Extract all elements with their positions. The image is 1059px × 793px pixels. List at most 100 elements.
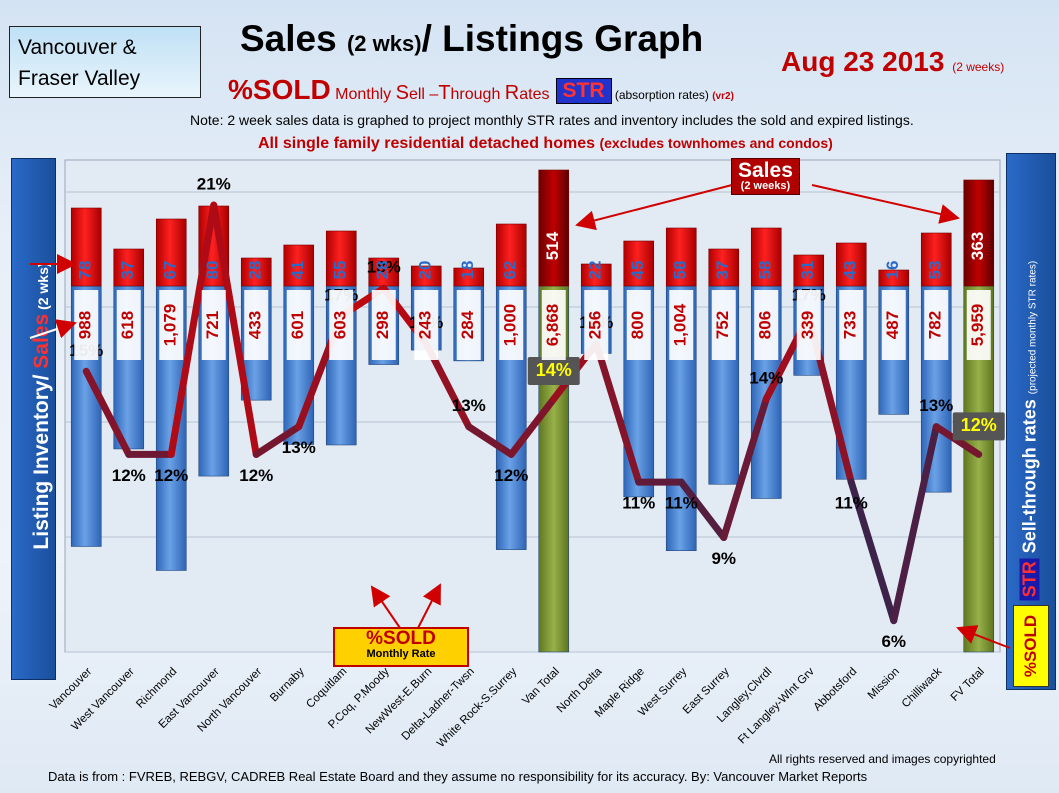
- inventory-value-label: 721: [203, 311, 222, 339]
- inventory-value-label: 487: [883, 311, 902, 339]
- subtitle-text1: Monthly: [330, 86, 396, 103]
- category-tick-label: Burnaby: [268, 665, 307, 704]
- inventory-label-bg: [584, 290, 609, 360]
- sales-bar: [750, 227, 782, 287]
- str-badge: STR: [555, 78, 612, 104]
- sales-value-label: 28: [373, 261, 392, 280]
- inventory-value-label: 601: [288, 311, 307, 339]
- sales-callout-sub: (2 weeks): [740, 180, 791, 192]
- sold-pct-label: 11%: [665, 494, 698, 513]
- sold-line-segment: [592, 340, 643, 486]
- sales-bar: [835, 242, 867, 287]
- subtitle-r: R: [504, 82, 520, 104]
- sales-bar: [793, 254, 825, 287]
- sold-line-segment: [82, 367, 133, 458]
- chart-note: Note: 2 week sales data is graphed to pr…: [190, 112, 914, 128]
- sold-pct-label: 12%: [154, 466, 188, 485]
- inventory-label-bg: [329, 290, 354, 360]
- inventory-label-bg: [116, 290, 141, 360]
- report-date: Aug 23 2013 (2 weeks): [781, 46, 1004, 78]
- category-tick-label: Coquitlam: [304, 666, 349, 711]
- inventory-value-label: 284: [458, 310, 477, 339]
- sales-value-label: 37: [713, 261, 732, 280]
- sales-value-label: 55: [331, 261, 350, 280]
- sales-bar: [113, 248, 145, 287]
- sales-value-label: 67: [161, 261, 180, 280]
- inventory-label-bg: [286, 290, 311, 360]
- inventory-value-label: 298: [373, 311, 392, 339]
- sales-bar: [240, 257, 272, 287]
- inventory-label-bg: [966, 290, 991, 360]
- sales-value-label: 41: [288, 261, 307, 280]
- sales-value-label: 80: [203, 261, 222, 280]
- sales-bar: [325, 230, 357, 287]
- inventory-value-label: 782: [926, 311, 945, 339]
- chart-subtitle: %SOLD Monthly Sell –Through Rates STR (ab…: [228, 74, 734, 106]
- sales-value-label: 28: [246, 261, 265, 280]
- sales-bar: [708, 248, 740, 287]
- inventory-label-bg: [711, 290, 736, 360]
- sold-pct-label: 12%: [112, 466, 146, 485]
- sales-callout-title: Sales: [738, 159, 793, 182]
- inventory-row-arrow: [29, 319, 77, 339]
- sold-pct-label: 11%: [622, 494, 655, 513]
- sales-value-label: 45: [628, 261, 647, 280]
- inventory-value-label: 5,959: [968, 304, 987, 347]
- inventory-value-label: 988: [76, 311, 95, 339]
- category-tick-label: Delta-Ladner-Twsn: [400, 666, 477, 743]
- sales-value-label: 514: [543, 231, 562, 260]
- sold-line-segment: [465, 423, 515, 458]
- category-tick-label: FV Total: [949, 666, 987, 704]
- inventory-label-bg: [669, 290, 694, 360]
- sold-line-segment: [847, 478, 898, 625]
- subtitle-s: S: [395, 82, 409, 104]
- sales-bar: [878, 269, 910, 287]
- category-tick-label: Richmond: [134, 666, 179, 711]
- inventory-label-bg: [371, 290, 396, 360]
- sold-callout: %SOLD Monthly Rate: [333, 627, 469, 667]
- category-tick-label: Ft Langley-Wlnt Grv: [736, 665, 817, 746]
- sales-bar: [410, 265, 442, 287]
- inventory-label-bg: [881, 290, 906, 360]
- inventory-label-bg: [159, 290, 184, 360]
- version-tag: (vr2): [712, 91, 734, 102]
- sales-value-label: 18: [458, 261, 477, 280]
- inventory-value-label: 603: [331, 311, 350, 339]
- sold-pct-label: 18%: [367, 258, 401, 277]
- sold-callout-title: %SOLD: [366, 628, 436, 649]
- homes-scope: All single family residential detached h…: [258, 135, 833, 153]
- subtitle-pct: %SOLD: [228, 74, 331, 105]
- inventory-label-bg: [414, 290, 439, 360]
- inventory-label-bg: [924, 290, 949, 360]
- inventory-value-label: 752: [713, 311, 732, 339]
- sold-pct-label: 21%: [197, 175, 231, 194]
- sold-pct-label: 9%: [711, 549, 736, 568]
- subtitle-t: T: [438, 82, 451, 104]
- inventory-value-label: 6,868: [543, 304, 562, 347]
- sales-bar: [283, 244, 315, 287]
- inventory-label-bg: [839, 290, 864, 360]
- sold-pct-label: 6%: [881, 632, 906, 651]
- subtitle-hrough: hrough: [450, 86, 505, 103]
- inventory-value-label: 433: [246, 311, 265, 339]
- sales-callout: Sales (2 weeks): [731, 158, 800, 195]
- inventory-label-bg: [499, 290, 524, 360]
- sales-bar: [920, 232, 952, 287]
- homes-main: All single family residential detached h…: [258, 135, 600, 152]
- sold-pct-label: 14%: [749, 368, 783, 387]
- sales-value-label: 37: [118, 261, 137, 280]
- inventory-value-label: 1,079: [161, 304, 180, 347]
- sales-value-label: 16: [883, 261, 902, 280]
- inventory-label-bg: [541, 290, 566, 360]
- inventory-value-label: 806: [756, 311, 775, 339]
- total-pct-bg: [952, 412, 1005, 441]
- sales-value-label: 20: [416, 261, 435, 280]
- category-tick-label: Mission: [866, 666, 902, 702]
- sales-value-label: 78: [76, 261, 95, 280]
- category-tick-label: Abbotsford: [812, 666, 860, 714]
- sales-bar: [453, 267, 485, 287]
- sales-value-label: 62: [501, 261, 520, 280]
- data-source-note: Data is from : FVREB, REBGV, CADREB Real…: [48, 769, 868, 784]
- sales-value-label: 22: [586, 261, 605, 280]
